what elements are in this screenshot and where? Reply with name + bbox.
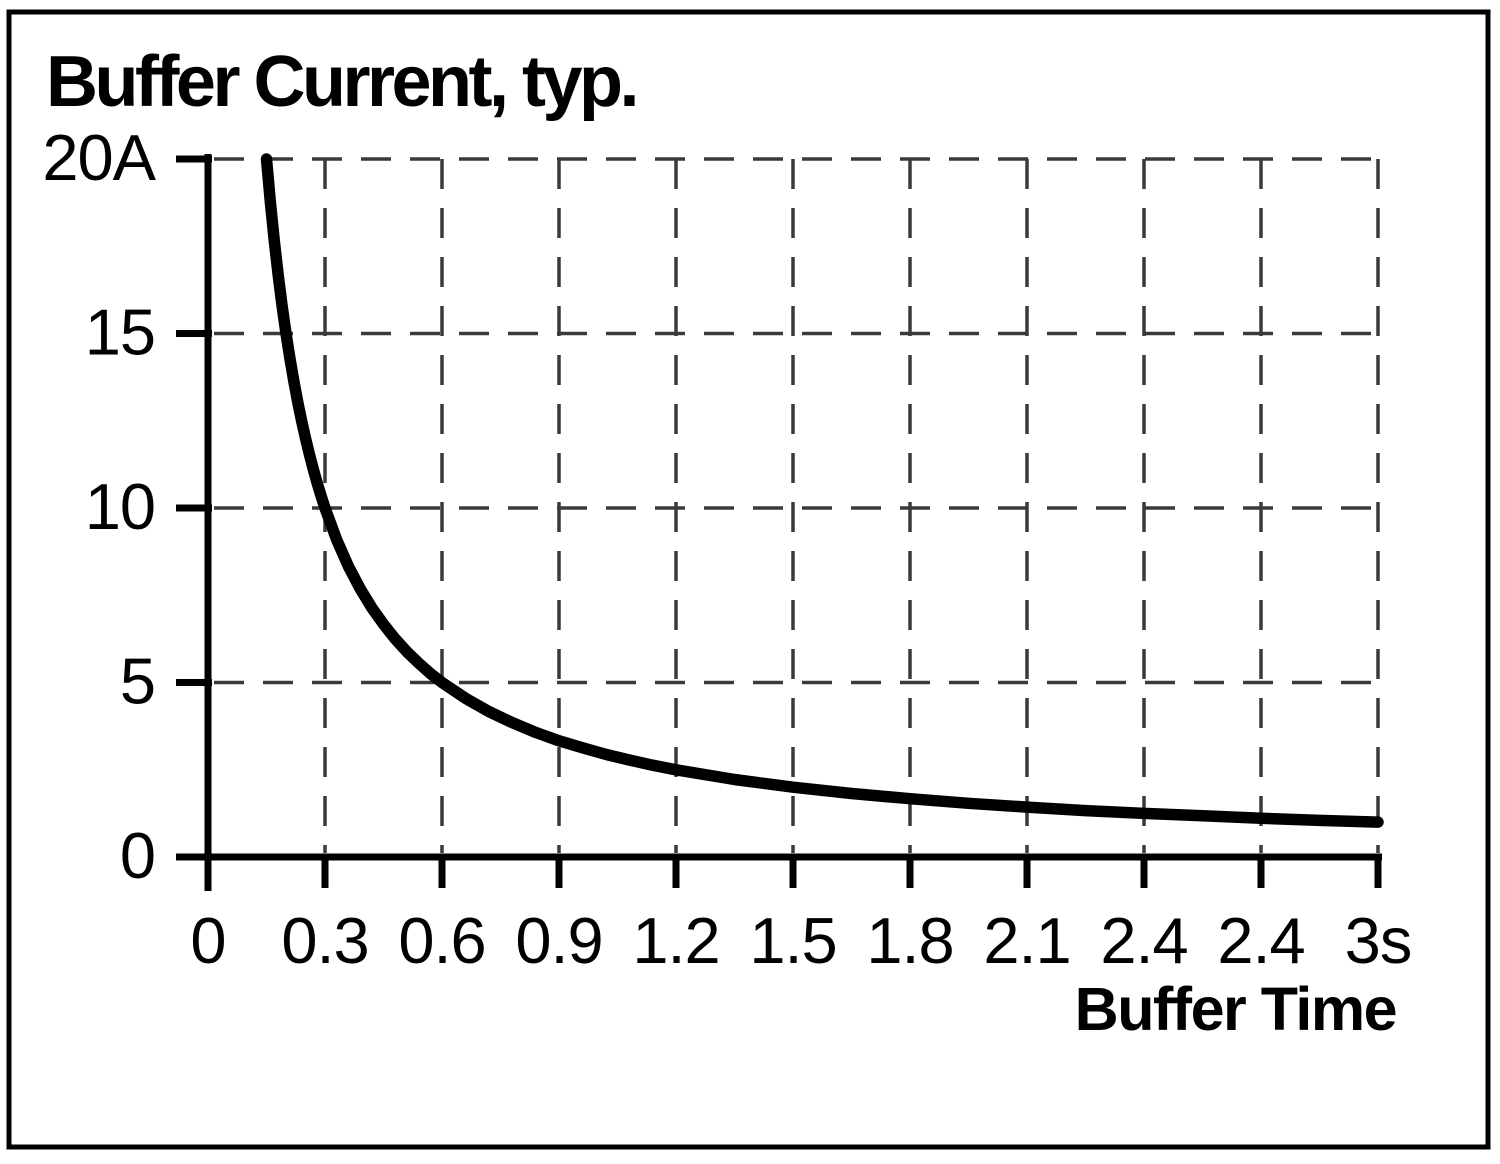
x-tick-label-8: 2.4 (1100, 904, 1187, 977)
y-tick-label-10: 10 (85, 470, 155, 543)
x-tick-label-3: 0.9 (515, 904, 602, 977)
y-axis-tick-labels: 20A 15 10 5 0 (42, 121, 157, 892)
y-tick-label-5: 5 (120, 645, 155, 718)
y-axis-ticks (176, 155, 212, 861)
axes (176, 154, 1382, 891)
x-axis-ticks (204, 854, 1382, 888)
x-tick-label-10: 3s (1345, 904, 1412, 977)
buffer-current-curve (260, 153, 1384, 828)
x-tick-label-5: 1.5 (749, 904, 836, 977)
figure-border (6, 9, 1491, 1150)
vertical-gridlines (323, 159, 1380, 853)
x-tick-label-2: 0.6 (398, 904, 485, 977)
x-tick-label-1: 0.3 (281, 904, 368, 977)
chart-title: Buffer Current, typ. (46, 42, 636, 122)
x-tick-label-0: 0 (190, 904, 225, 977)
y-tick-label-0: 0 (120, 819, 155, 892)
x-tick-label-4: 1.2 (632, 904, 719, 977)
x-axis-tick-labels: 0 0.3 0.6 0.9 1.2 1.5 1.8 2.1 2.4 2.4 3s (190, 904, 1412, 977)
x-axis-title: Buffer Time (1075, 975, 1396, 1043)
y-tick-label-15: 15 (85, 296, 155, 369)
x-tick-label-9: 2.4 (1217, 904, 1304, 977)
x-tick-label-6: 1.8 (866, 904, 953, 977)
x-tick-label-7: 2.1 (983, 904, 1070, 977)
y-tick-label-20: 20A (42, 121, 156, 194)
